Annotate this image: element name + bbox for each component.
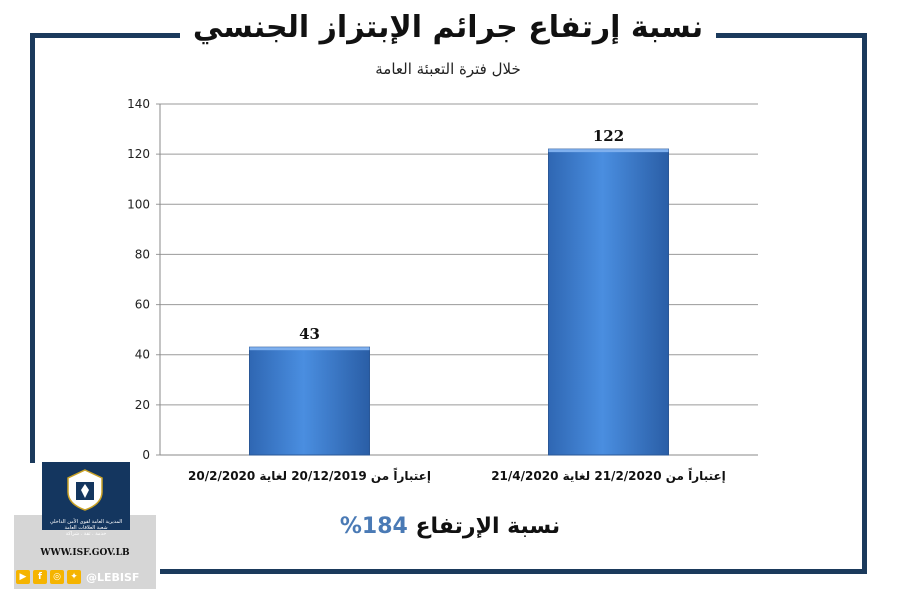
- y-tick-label: 20: [135, 398, 150, 412]
- x-category-label: إعتباراً من 21/2/2020 لغاية 21/4/2020: [491, 467, 726, 483]
- y-tick-label: 40: [135, 348, 150, 362]
- website-link[interactable]: WWW.ISF.GOV.LB: [40, 548, 130, 558]
- page-subtitle: خلال فترة التعبئة العامة: [375, 60, 521, 78]
- logo-org-text: المديرية العامة لقوى الأمن الداخلي شعبة …: [42, 519, 130, 537]
- facebook-icon[interactable]: f: [33, 570, 47, 584]
- increase-summary: نسبة الإرتفاع 184%: [300, 514, 600, 539]
- y-tick-label: 140: [127, 97, 150, 111]
- y-tick-label: 60: [135, 298, 150, 312]
- frame-bottom: [160, 569, 867, 574]
- frame-top-right: [716, 33, 867, 38]
- y-tick-label: 80: [135, 247, 150, 261]
- youtube-icon[interactable]: ▶: [16, 570, 30, 584]
- bar-top-highlight: [548, 149, 669, 153]
- bar-top-highlight: [249, 347, 370, 351]
- x-category-label: إعتباراً من 20/12/2019 لغاية 20/2/2020: [188, 467, 431, 483]
- page-title: نسبة إرتفاع جرائم الإبتزاز الجنسي: [192, 10, 704, 45]
- bar: [249, 346, 370, 456]
- increase-value: 184%: [339, 514, 408, 539]
- frame-left: [30, 33, 35, 463]
- logo-org-line3: خدمة . ثقة . شراكة: [65, 531, 107, 537]
- social-handle[interactable]: @LEBISF: [86, 570, 140, 584]
- increase-label: نسبة الإرتفاع: [415, 514, 561, 539]
- y-tick-label: 0: [142, 448, 150, 462]
- frame-right: [862, 33, 867, 574]
- y-tick-label: 100: [127, 197, 150, 211]
- logo-org-line1: المديرية العامة لقوى الأمن الداخلي: [49, 519, 123, 525]
- instagram-icon[interactable]: ◎: [50, 570, 64, 584]
- frame-top-left: [30, 33, 180, 38]
- y-tick-label: 120: [127, 147, 150, 161]
- bar: [548, 148, 669, 456]
- bar-value-label: 122: [593, 127, 624, 145]
- social-bar: ▶ f ◎ ✦ @LEBISF: [16, 568, 139, 586]
- twitter-icon[interactable]: ✦: [67, 570, 81, 584]
- logo-org-line2: شعبة العلاقات العامة: [64, 525, 108, 531]
- bar-value-label: 43: [299, 325, 320, 343]
- isf-emblem-icon: [67, 469, 103, 511]
